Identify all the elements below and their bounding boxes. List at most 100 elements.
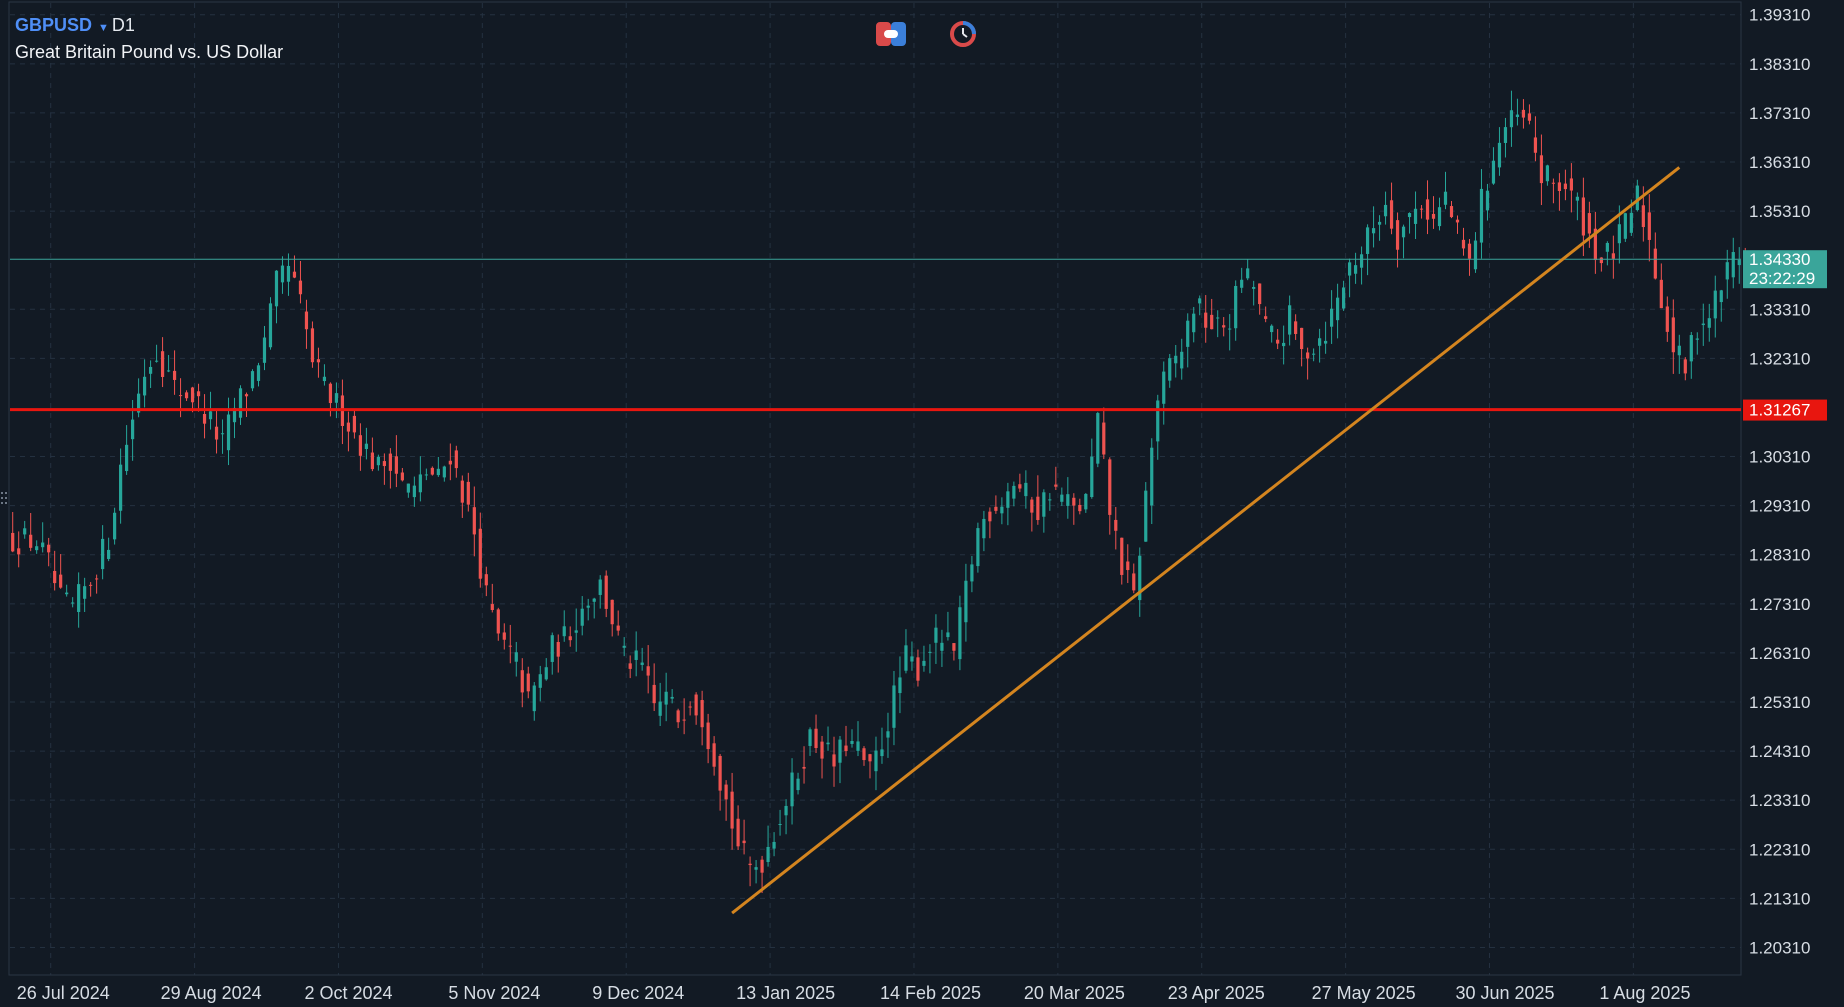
candle <box>1539 134 1544 206</box>
candle <box>23 520 27 539</box>
symbol-description: Great Britain Pound vs. US Dollar <box>15 42 284 62</box>
candle <box>1252 280 1256 306</box>
candle-body <box>316 359 321 363</box>
panel-resize-grip-icon[interactable] <box>1 492 7 508</box>
candle-body <box>700 700 704 728</box>
candle-body <box>1677 345 1681 356</box>
candle-body <box>478 528 482 579</box>
price-tick-label: 1.26310 <box>1749 644 1810 663</box>
candle-body <box>1276 339 1280 344</box>
candle-body <box>508 645 512 647</box>
candle-body <box>352 415 357 433</box>
symbol-label[interactable]: GBPUSD <box>15 15 93 35</box>
time-tick-label: 23 Apr 2025 <box>1168 983 1265 1003</box>
candle-body <box>598 579 602 595</box>
candle <box>1204 295 1208 343</box>
candle-body <box>1431 213 1436 219</box>
candle-body <box>1599 257 1603 264</box>
candle-body <box>322 376 327 382</box>
candle <box>454 445 458 478</box>
timeframe-label[interactable]: D1 <box>111 15 135 35</box>
candle <box>1240 267 1244 294</box>
candle-body <box>1030 499 1034 513</box>
candle-body <box>496 609 500 634</box>
candle-body <box>760 859 764 873</box>
candle <box>1605 241 1609 266</box>
candle <box>1324 321 1328 354</box>
candle <box>886 712 890 758</box>
candle <box>1395 212 1400 268</box>
candle-body <box>1234 285 1238 329</box>
candle <box>898 656 902 714</box>
candle-body <box>142 376 147 396</box>
candle <box>952 642 956 661</box>
candle-body <box>280 265 285 283</box>
chart-header: GBPUSD ▼ D1 Great Britain Pound vs. US Dol… <box>15 14 283 63</box>
candle-body <box>1264 316 1268 319</box>
candle <box>844 725 848 757</box>
candle-body <box>952 643 956 651</box>
candle <box>1090 438 1094 499</box>
candle-body <box>1036 496 1040 521</box>
candle <box>718 753 722 811</box>
candle <box>730 772 734 850</box>
candle-body <box>916 657 920 681</box>
candle <box>59 554 63 589</box>
candle <box>1377 215 1382 241</box>
candle-body <box>1258 283 1262 305</box>
candle <box>442 465 446 482</box>
candle-body <box>430 467 434 475</box>
candle <box>358 423 363 471</box>
candle-body <box>1318 338 1322 346</box>
trade-panel-button[interactable] <box>876 21 906 47</box>
candle-body <box>1509 110 1514 128</box>
candle <box>634 631 638 677</box>
candle <box>964 563 968 642</box>
candle-body <box>1126 561 1130 571</box>
candle <box>316 347 321 378</box>
candle-body <box>652 684 656 704</box>
candle-body <box>988 511 992 522</box>
candle <box>1449 200 1454 219</box>
candle <box>29 513 33 552</box>
candle <box>1587 201 1591 248</box>
candle <box>1222 317 1226 337</box>
bar-countdown-label: 23:22:29 <box>1749 269 1815 288</box>
candle-body <box>95 578 99 580</box>
candle-body <box>886 731 890 738</box>
candle-body <box>1653 248 1657 279</box>
candle <box>1725 249 1729 299</box>
candle-body <box>604 575 608 609</box>
candle-body <box>880 749 884 757</box>
candle <box>41 522 45 553</box>
price-tick-label: 1.38310 <box>1749 55 1810 74</box>
price-tick-label: 1.27310 <box>1749 595 1810 614</box>
candle <box>1282 325 1286 365</box>
candle <box>1695 332 1699 355</box>
candle <box>1737 247 1741 284</box>
history-button[interactable] <box>948 21 978 47</box>
candle <box>562 610 566 642</box>
candle <box>880 727 884 764</box>
candle-body <box>460 480 464 503</box>
symbol-dropdown-caret-icon[interactable]: ▼ <box>98 22 109 34</box>
candle-body <box>1162 371 1166 404</box>
candle <box>682 698 686 735</box>
candle <box>1000 497 1004 525</box>
candle-body <box>1174 355 1178 364</box>
candle-body <box>484 574 488 586</box>
candle-body <box>904 645 908 671</box>
candle-body <box>670 696 674 699</box>
candle <box>268 297 273 350</box>
candle-body <box>1114 519 1118 531</box>
candle <box>556 634 560 673</box>
candle <box>934 614 938 664</box>
candle-body <box>1246 268 1250 279</box>
candle-body <box>640 662 644 665</box>
candle-body <box>1042 492 1046 517</box>
candle <box>508 624 512 664</box>
candle-body <box>310 328 315 363</box>
candle-body <box>1365 227 1370 254</box>
candle <box>1491 147 1496 185</box>
